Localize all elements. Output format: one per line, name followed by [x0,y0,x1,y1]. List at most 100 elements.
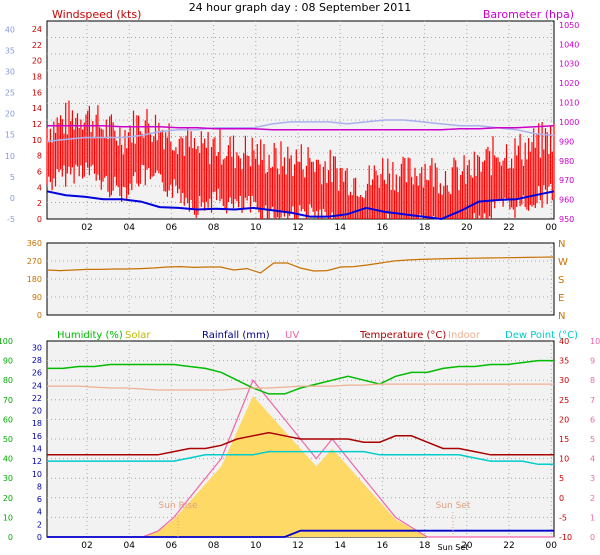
windspeed-tick: 24 [32,25,42,34]
x-tick-label: 22 [503,223,514,233]
direction-tick: 180 [27,275,42,284]
humidity-tick: 0 [8,533,13,542]
sun-annotations: Sun Rise Sun Set Sun Set [159,501,471,552]
rainfall-tick: 2 [37,520,42,529]
temperature-tick: 20 [559,415,569,424]
sunrise-label: Sun Rise [159,501,198,511]
windspeed-tick: 2 [37,199,42,208]
direction-series [46,256,555,274]
x-tick-label: 18 [419,223,431,233]
far-left-tick: 25 [5,89,15,98]
uv-tick: 0 [590,533,595,542]
x-tick-label: 06 [166,223,178,233]
temperature-series [47,431,554,456]
legend-label: Temperature (°C) [359,330,446,341]
conditions-panel: Humidity (%) Solar Rainfall (mm) UV Temperat… [0,330,600,552]
humidity-tick: 80 [3,376,13,385]
barometer-tick: 1000 [559,118,579,127]
far-left-tick: 5 [10,173,15,182]
far-left-ticks: -5 0 5 10 15 20 25 30 35 40 [5,25,15,224]
uv-tick: 2 [590,494,595,503]
barometer-tick: 1020 [559,79,579,88]
wind-series [46,100,555,221]
humidity-series [47,359,554,395]
x-tick-label: 12 [292,541,303,551]
x-tick-label: 00 [545,541,557,551]
barometer-tick: 970 [559,176,574,185]
x-tick-label: 22 [503,541,514,551]
windspeed-tick: 12 [32,120,42,129]
rainfall-tick: 18 [32,419,42,428]
windspeed-tick: 22 [32,41,42,50]
barometer-axis-label: Barometer (hpa) [483,8,574,21]
conditions-grid [47,341,554,537]
legend-label: Humidity (%) [57,330,123,341]
uv-tick: 8 [590,376,595,385]
far-left-tick: 10 [5,152,15,161]
rainfall-tick: 6 [37,495,42,504]
far-left-tick: 0 [10,194,15,203]
uv-tick: 7 [590,396,595,405]
uv-ticks: 0 1 2 3 4 5 6 7 8 9 10 [590,337,600,542]
compass-letter: E [558,293,564,304]
windspeed-tick: 10 [32,136,42,145]
windspeed-tick: 6 [37,167,42,176]
barometer-tick: 1050 [559,21,579,30]
direction-tick: 360 [27,239,42,248]
legend-label: UV [285,330,299,341]
uv-tick: 5 [590,435,595,444]
uv-tick: 9 [590,357,595,366]
temperature-tick: 25 [559,396,569,405]
legend-label: Indoor [448,330,481,341]
rainfall-tick: 24 [32,381,42,390]
x-tick-label: 08 [208,223,220,233]
humidity-tick: 40 [3,455,13,464]
barometer-tick: 960 [559,196,574,205]
far-left-tick: 15 [5,131,15,140]
x-tick-label: 04 [123,541,135,551]
far-left-tick: 40 [5,25,15,34]
compass-letter: W [558,257,568,268]
graph-title: 24 hour graph day : 08 September 2011 [189,1,412,14]
x-tick-label: 04 [123,223,135,233]
windspeed-tick: 18 [32,72,42,81]
humidity-tick: 30 [3,474,13,483]
compass-letter: N [558,311,565,322]
x-tick-label: 18 [419,541,431,551]
conditions-legend: Humidity (%) Solar Rainfall (mm) UV Temperat… [57,330,578,341]
solar-area [47,395,554,537]
direction-ticks: 0 90 180 270 360 [27,239,42,320]
legend-label: Dew Point (°C) [505,330,578,341]
humidity-tick: 60 [3,415,13,424]
temperature-tick: 10 [559,455,569,464]
x-tick-label: 12 [292,223,303,233]
x-tick-label: 20 [461,223,473,233]
legend-label: Solar [125,330,151,341]
windspeed-tick: 8 [37,152,42,161]
x-tick-label: 02 [81,223,92,233]
x-tick-label: 14 [334,223,346,233]
rainfall-tick: 14 [32,444,42,453]
rainfall-tick: 12 [32,457,42,466]
wind-x-ticks: 02 04 06 08 10 12 14 16 18 20 22 00 [81,223,557,233]
humidity-tick: 20 [3,494,13,503]
windspeed-tick: 20 [32,57,42,66]
barometer-ticks: 950 960 970 980 990 1000 1010 1020 1030 1040 1050 [559,21,579,224]
uv-tick: 10 [590,337,600,346]
windspeed-tick: 0 [37,215,42,224]
temperature-ticks: -10 -5 0 5 10 15 20 25 30 35 40 [559,337,572,542]
barometer-tick: 950 [559,215,574,224]
far-left-tick: 20 [5,110,15,119]
rainfall-tick: 0 [37,533,42,542]
rainfall-tick: 10 [32,470,42,479]
humidity-tick: 70 [3,396,13,405]
wind-gust-series [46,100,555,219]
uv-tick: 6 [590,415,595,424]
x-tick-label: 16 [377,223,389,233]
far-left-tick: 30 [5,68,15,77]
rainfall-tick: 28 [32,356,42,365]
direction-tick: 0 [37,311,42,320]
